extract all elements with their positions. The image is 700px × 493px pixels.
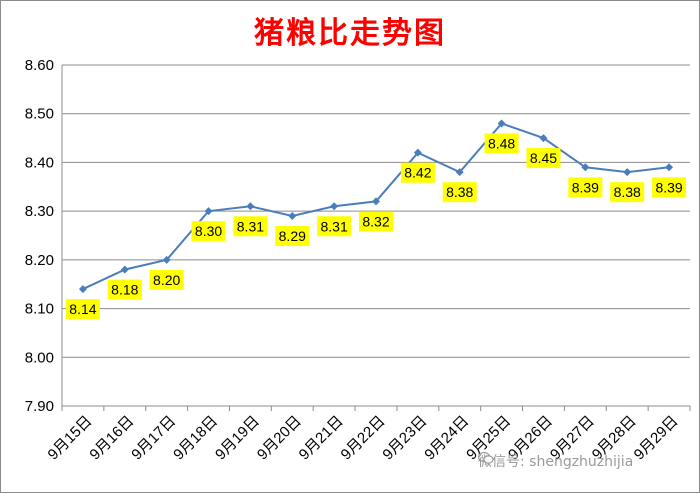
data-label: 8.29	[279, 228, 306, 244]
data-point	[162, 255, 171, 264]
data-point	[455, 168, 464, 177]
data-label: 8.14	[69, 301, 96, 317]
y-tick-label: 8.40	[25, 154, 54, 171]
data-point	[120, 265, 129, 274]
data-label-bg	[65, 299, 100, 320]
series-line	[82, 122, 670, 290]
data-label: 8.39	[655, 179, 682, 195]
y-tick-label: 8.60	[25, 57, 54, 74]
data-label: 8.42	[404, 165, 431, 181]
data-label: 8.31	[321, 218, 348, 234]
x-tick-label: 9月29日	[631, 413, 682, 464]
data-point	[246, 202, 255, 211]
data-point	[78, 285, 87, 294]
data-label-bg	[484, 133, 519, 154]
chart-title: 猪粮比走势图	[254, 16, 446, 51]
x-tick-label: 9月20日	[254, 413, 305, 464]
x-tick-label: 9月22日	[338, 413, 389, 464]
data-label: 8.18	[111, 282, 138, 298]
data-label-bg	[275, 226, 310, 247]
data-point	[372, 197, 380, 206]
data-point	[623, 168, 632, 177]
x-tick-label: 9月19日	[212, 413, 263, 464]
data-point	[497, 119, 506, 128]
data-label-bg	[317, 216, 352, 237]
watermark-text: 微信号: shengzhuzhijia	[478, 454, 634, 470]
data-label-bg	[442, 182, 477, 203]
data-label: 8.38	[614, 184, 641, 200]
x-tick-label: 9月18日	[170, 413, 221, 464]
data-label: 8.20	[153, 272, 180, 288]
data-label: 8.45	[530, 150, 557, 166]
data-label-bg	[359, 211, 393, 232]
data-label-bg	[400, 162, 435, 183]
x-tick-label: 9月16日	[86, 413, 137, 464]
y-tick-label: 8.50	[25, 106, 54, 123]
data-label: 8.38	[446, 184, 473, 200]
data-label-bg	[610, 182, 645, 203]
x-tick-label: 9月15日	[45, 413, 96, 464]
data-label: 8.30	[195, 223, 222, 239]
data-label-bg	[149, 269, 184, 290]
data-label: 8.39	[572, 179, 599, 195]
data-point	[288, 212, 297, 221]
x-tick-label: 9月23日	[379, 413, 430, 464]
data-point	[204, 207, 213, 216]
x-tick-label: 9月24日	[421, 413, 472, 464]
data-point	[413, 148, 422, 157]
y-tick-label: 7.90	[25, 398, 54, 415]
watermark: 微信号: shengzhuzhijia	[478, 451, 633, 471]
data-point	[665, 163, 674, 172]
data-label: 8.32	[362, 213, 389, 229]
y-tick-label: 8.20	[25, 252, 54, 269]
data-label-bg	[233, 216, 268, 237]
data-label: 8.48	[488, 135, 515, 151]
y-tick-label: 8.00	[25, 349, 54, 366]
data-point	[539, 134, 548, 143]
data-label-bg	[107, 279, 142, 300]
data-point	[581, 163, 590, 172]
x-tick-label: 9月17日	[128, 413, 179, 464]
data-label-bg	[191, 221, 226, 242]
y-tick-label: 8.10	[25, 301, 54, 318]
y-tick-label: 8.30	[25, 203, 54, 220]
data-point	[330, 202, 339, 211]
data-label-bg	[652, 177, 687, 198]
data-label-bg	[568, 177, 603, 198]
data-label-bg	[526, 148, 561, 169]
data-label: 8.31	[237, 218, 264, 234]
wechat-icon	[478, 451, 494, 464]
x-tick-label: 9月21日	[296, 413, 347, 464]
